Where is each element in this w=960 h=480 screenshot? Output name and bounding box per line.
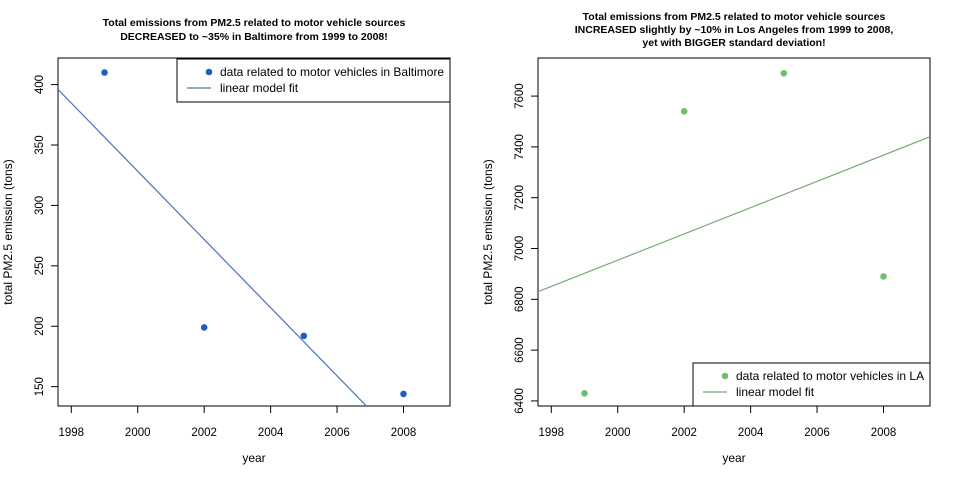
x-tick-label: 2006: [324, 427, 350, 439]
y-tick-label: 200: [34, 317, 46, 336]
legend-point-key: [205, 68, 213, 76]
y-tick-label: 150: [34, 377, 46, 396]
x-tick-label: 2004: [738, 427, 764, 439]
y-axis: 6400 6600 6800 7000 7200 7400 7600: [514, 83, 539, 414]
y-tick-label: 7400: [514, 134, 526, 160]
legend-entry-label: data related to motor vehicles in LA: [736, 369, 924, 383]
y-tick-label: 250: [34, 256, 46, 275]
data-point: [200, 324, 208, 331]
x-tick-label: 2000: [605, 427, 631, 439]
y-axis: 150 200 250 300 350 400: [34, 75, 59, 396]
legend-box: [692, 362, 931, 407]
x-tick-label: 2008: [871, 427, 897, 439]
plot-panel-1: Total emissions from PM2.5 related to mo…: [1, 17, 451, 465]
y-tick-label: 300: [34, 196, 46, 215]
y-tick-label: 6600: [514, 337, 526, 363]
x-tick-label: 2002: [671, 427, 697, 439]
legend: data related to motor vehicles in Baltim…: [176, 58, 451, 103]
data-point: [300, 332, 308, 340]
data-point: [400, 390, 407, 398]
y-tick-label: 6400: [514, 388, 526, 414]
plot-frame: [57, 57, 451, 407]
plot-series: [538, 69, 930, 397]
y-tick-label: 7600: [514, 83, 526, 109]
x-tick-label: 2000: [125, 427, 151, 439]
data-point: [780, 69, 788, 77]
legend-entry-label: linear model fit: [220, 81, 299, 95]
y-tick-label: 350: [34, 135, 46, 154]
y-tick-label: 6800: [514, 287, 526, 313]
x-tick-label: 2008: [391, 427, 417, 439]
y-axis-label: total PM2.5 emission (tons): [1, 159, 15, 304]
x-tick-label: 2004: [258, 427, 284, 439]
x-axis-label: year: [722, 451, 745, 465]
x-axis: 1998 2000 2002 2004 2006 2008: [58, 405, 417, 439]
x-tick-label: 1998: [58, 427, 84, 439]
chart-title-line: yet with BIGGER standard deviation!: [642, 37, 825, 49]
chart-title-line: Total emissions from PM2.5 related to mo…: [583, 11, 886, 23]
x-tick-label: 1998: [538, 427, 564, 439]
legend-box: [176, 58, 451, 103]
data-point: [880, 273, 887, 280]
legend-entry-label: linear model fit: [736, 385, 815, 399]
plot-panel-2: Total emissions from PM2.5 related to mo…: [481, 11, 931, 465]
plot-frame: [537, 57, 931, 407]
x-axis-label: year: [242, 451, 265, 465]
y-tick-label: 400: [34, 75, 46, 94]
plot-series: [58, 69, 407, 406]
legend-point-key: [721, 372, 729, 380]
x-tick-label: 2006: [804, 427, 830, 439]
data-point: [680, 108, 688, 115]
x-tick-label: 2002: [191, 427, 217, 439]
data-point: [101, 69, 108, 76]
legend: data related to motor vehicles in LA line…: [692, 362, 931, 407]
data-point: [581, 389, 588, 397]
chart-title-line: INCREASED slightly by ~10% in Los Angele…: [575, 24, 894, 36]
legend-entry-label: data related to motor vehicles in Baltim…: [220, 65, 444, 79]
y-tick-label: 7000: [514, 236, 526, 262]
y-axis-label: total PM2.5 emission (tons): [481, 159, 495, 304]
fit-line: [58, 88, 368, 406]
x-axis: 1998 2000 2002 2004 2006 2008: [538, 405, 897, 439]
fit-line: [538, 136, 930, 293]
chart-title-line: DECREASED to ~35% in Baltimore from 1999…: [120, 31, 388, 43]
y-tick-label: 7200: [514, 185, 526, 211]
chart-title-line: Total emissions from PM2.5 related to mo…: [103, 17, 406, 29]
